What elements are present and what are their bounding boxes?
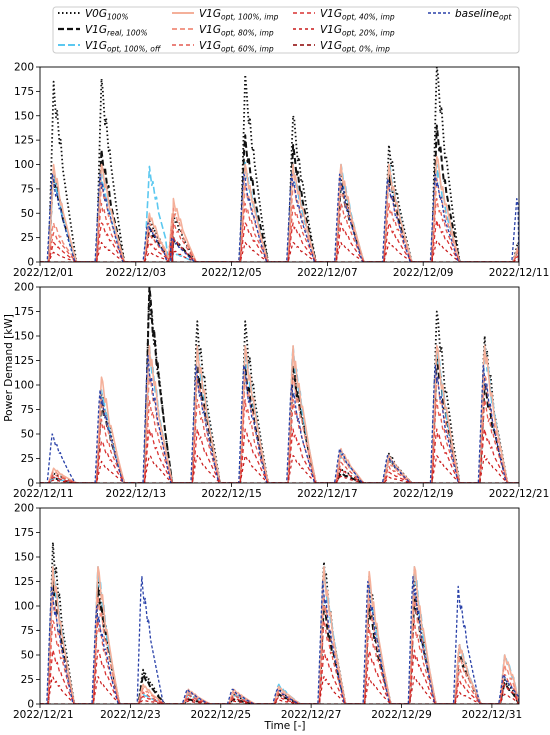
- y-tick-label: 100: [14, 159, 34, 171]
- y-tick-label: 200: [14, 503, 34, 515]
- panels: 0 25 50 75 100 125 150 175 200 2022/12/01 2022/12/…: [13, 62, 549, 721]
- series-line-0: [40, 67, 519, 262]
- legend-entry-5: V1Gopt, 60%, imp: [199, 40, 274, 54]
- series-line-5: [40, 197, 519, 262]
- y-tick-label: 125: [14, 135, 34, 147]
- series-line-4: [40, 374, 519, 483]
- series-line-7: [40, 676, 519, 704]
- x-tick-label: 2022/12/15: [201, 488, 262, 500]
- x-tick-label: 2022/12/11: [489, 267, 550, 279]
- y-tick-label: 175: [14, 86, 34, 98]
- x-tick-label: 2022/12/19: [393, 488, 454, 500]
- y-tick-label: 100: [14, 380, 34, 392]
- legend-entry-1: V1Greal, 100%: [85, 24, 148, 38]
- x-tick-label: 2022/12/11: [13, 488, 74, 500]
- y-tick-label: 25: [21, 453, 34, 465]
- x-tick-label: 2022/12/29: [371, 709, 432, 721]
- y-tick-label: 100: [14, 601, 34, 613]
- series-line-1: [40, 575, 519, 704]
- panel-1: 0 25 50 75 100 125 150 175 200 2022/12/01 2022/12/…: [13, 62, 549, 279]
- y-tick-label: 125: [14, 576, 34, 588]
- series-line-9: [40, 173, 519, 262]
- y-tick-label: 150: [14, 110, 34, 122]
- series-line-6: [40, 219, 519, 262]
- x-tick-label: 2022/12/03: [106, 267, 167, 279]
- series-line-3: [40, 566, 519, 704]
- x-tick-label: 2022/12/09: [393, 267, 454, 279]
- y-tick-label: 75: [21, 183, 34, 195]
- legend-entry-6: V1Gopt, 40%, imp: [320, 8, 395, 22]
- series-line-3: [40, 155, 519, 262]
- legend-entry-8: V1Gopt, 0%, imp: [320, 40, 390, 54]
- series-lines: [40, 287, 519, 483]
- x-tick-label: 2022/12/31: [462, 709, 523, 721]
- y-axis-label: Power Demand [kW]: [3, 314, 15, 422]
- series-line-6: [40, 428, 519, 483]
- legend-box: [52, 6, 520, 54]
- legend-entry-3: V1Gopt, 100%, imp: [199, 8, 279, 22]
- series-line-5: [40, 620, 519, 704]
- series-line-3: [40, 345, 519, 483]
- series-line-0: [40, 541, 519, 704]
- x-tick-label: 2022/12/01: [13, 267, 74, 279]
- x-tick-label: 2022/12/25: [190, 709, 251, 721]
- x-tick-label: 2022/12/05: [201, 267, 262, 279]
- x-tick-label: 2022/12/27: [281, 709, 342, 721]
- series-line-1: [40, 124, 519, 262]
- y-tick-label: 25: [21, 674, 34, 686]
- y-tick-label: 175: [14, 527, 34, 539]
- x-axis-label: Time [-]: [263, 720, 305, 732]
- y-tick-label: 175: [14, 306, 34, 318]
- panel-3: 0 25 50 75 100 125 150 175 200 2022/12/21 2022/12/…: [13, 503, 523, 721]
- y-tick-label: 0: [27, 478, 34, 490]
- series-line-7: [40, 240, 519, 262]
- x-tick-label: 2022/12/13: [106, 488, 167, 500]
- legend: V0G100% V1Greal, 100% V1Gopt, 100%, off V1G…: [52, 6, 520, 54]
- legend-entry-0: V0G100%: [85, 8, 128, 22]
- series-line-7: [40, 455, 519, 483]
- series-line-2: [40, 566, 519, 704]
- y-tick-label: 25: [21, 232, 34, 244]
- x-tick-label: 2022/12/17: [297, 488, 358, 500]
- y-tick-label: 125: [14, 355, 34, 367]
- series-line-6: [40, 649, 519, 704]
- y-tick-label: 0: [27, 699, 34, 711]
- y-tick-label: 50: [21, 650, 34, 662]
- y-tick-label: 50: [21, 429, 34, 441]
- legend-entry-4: V1Gopt, 80%, imp: [199, 24, 274, 38]
- x-tick-label: 2022/12/21: [489, 488, 550, 500]
- legend-entry-9: baselineopt: [455, 8, 512, 22]
- series-line-9: [40, 575, 519, 704]
- series-line-4: [40, 177, 519, 262]
- y-tick-label: 150: [14, 331, 34, 343]
- x-tick-label: 2022/12/07: [297, 267, 358, 279]
- x-tick-label: 2022/12/21: [13, 709, 74, 721]
- series-line-4: [40, 595, 519, 704]
- y-tick-label: 50: [21, 208, 34, 220]
- series-line-9: [40, 354, 519, 483]
- series-lines: [40, 541, 519, 704]
- y-tick-label: 150: [14, 552, 34, 564]
- legend-entry-2: V1Gopt, 100%, off: [85, 40, 162, 54]
- panel-2: 0 25 50 75 100 125 150 175 200 2022/12/11 2022/12/…: [13, 282, 549, 500]
- panel-frame: [39, 286, 520, 484]
- y-tick-label: 75: [21, 625, 34, 637]
- panel-frame: [39, 66, 520, 263]
- panel-frame: [39, 507, 520, 705]
- y-tick-label: 200: [14, 62, 34, 74]
- y-tick-label: 75: [21, 404, 34, 416]
- y-tick-label: 0: [27, 257, 34, 269]
- legend-entry-7: V1Gopt, 20%, imp: [320, 24, 395, 38]
- series-lines: [40, 67, 519, 262]
- x-tick-label: 2022/12/23: [100, 709, 161, 721]
- y-tick-label: 200: [14, 282, 34, 294]
